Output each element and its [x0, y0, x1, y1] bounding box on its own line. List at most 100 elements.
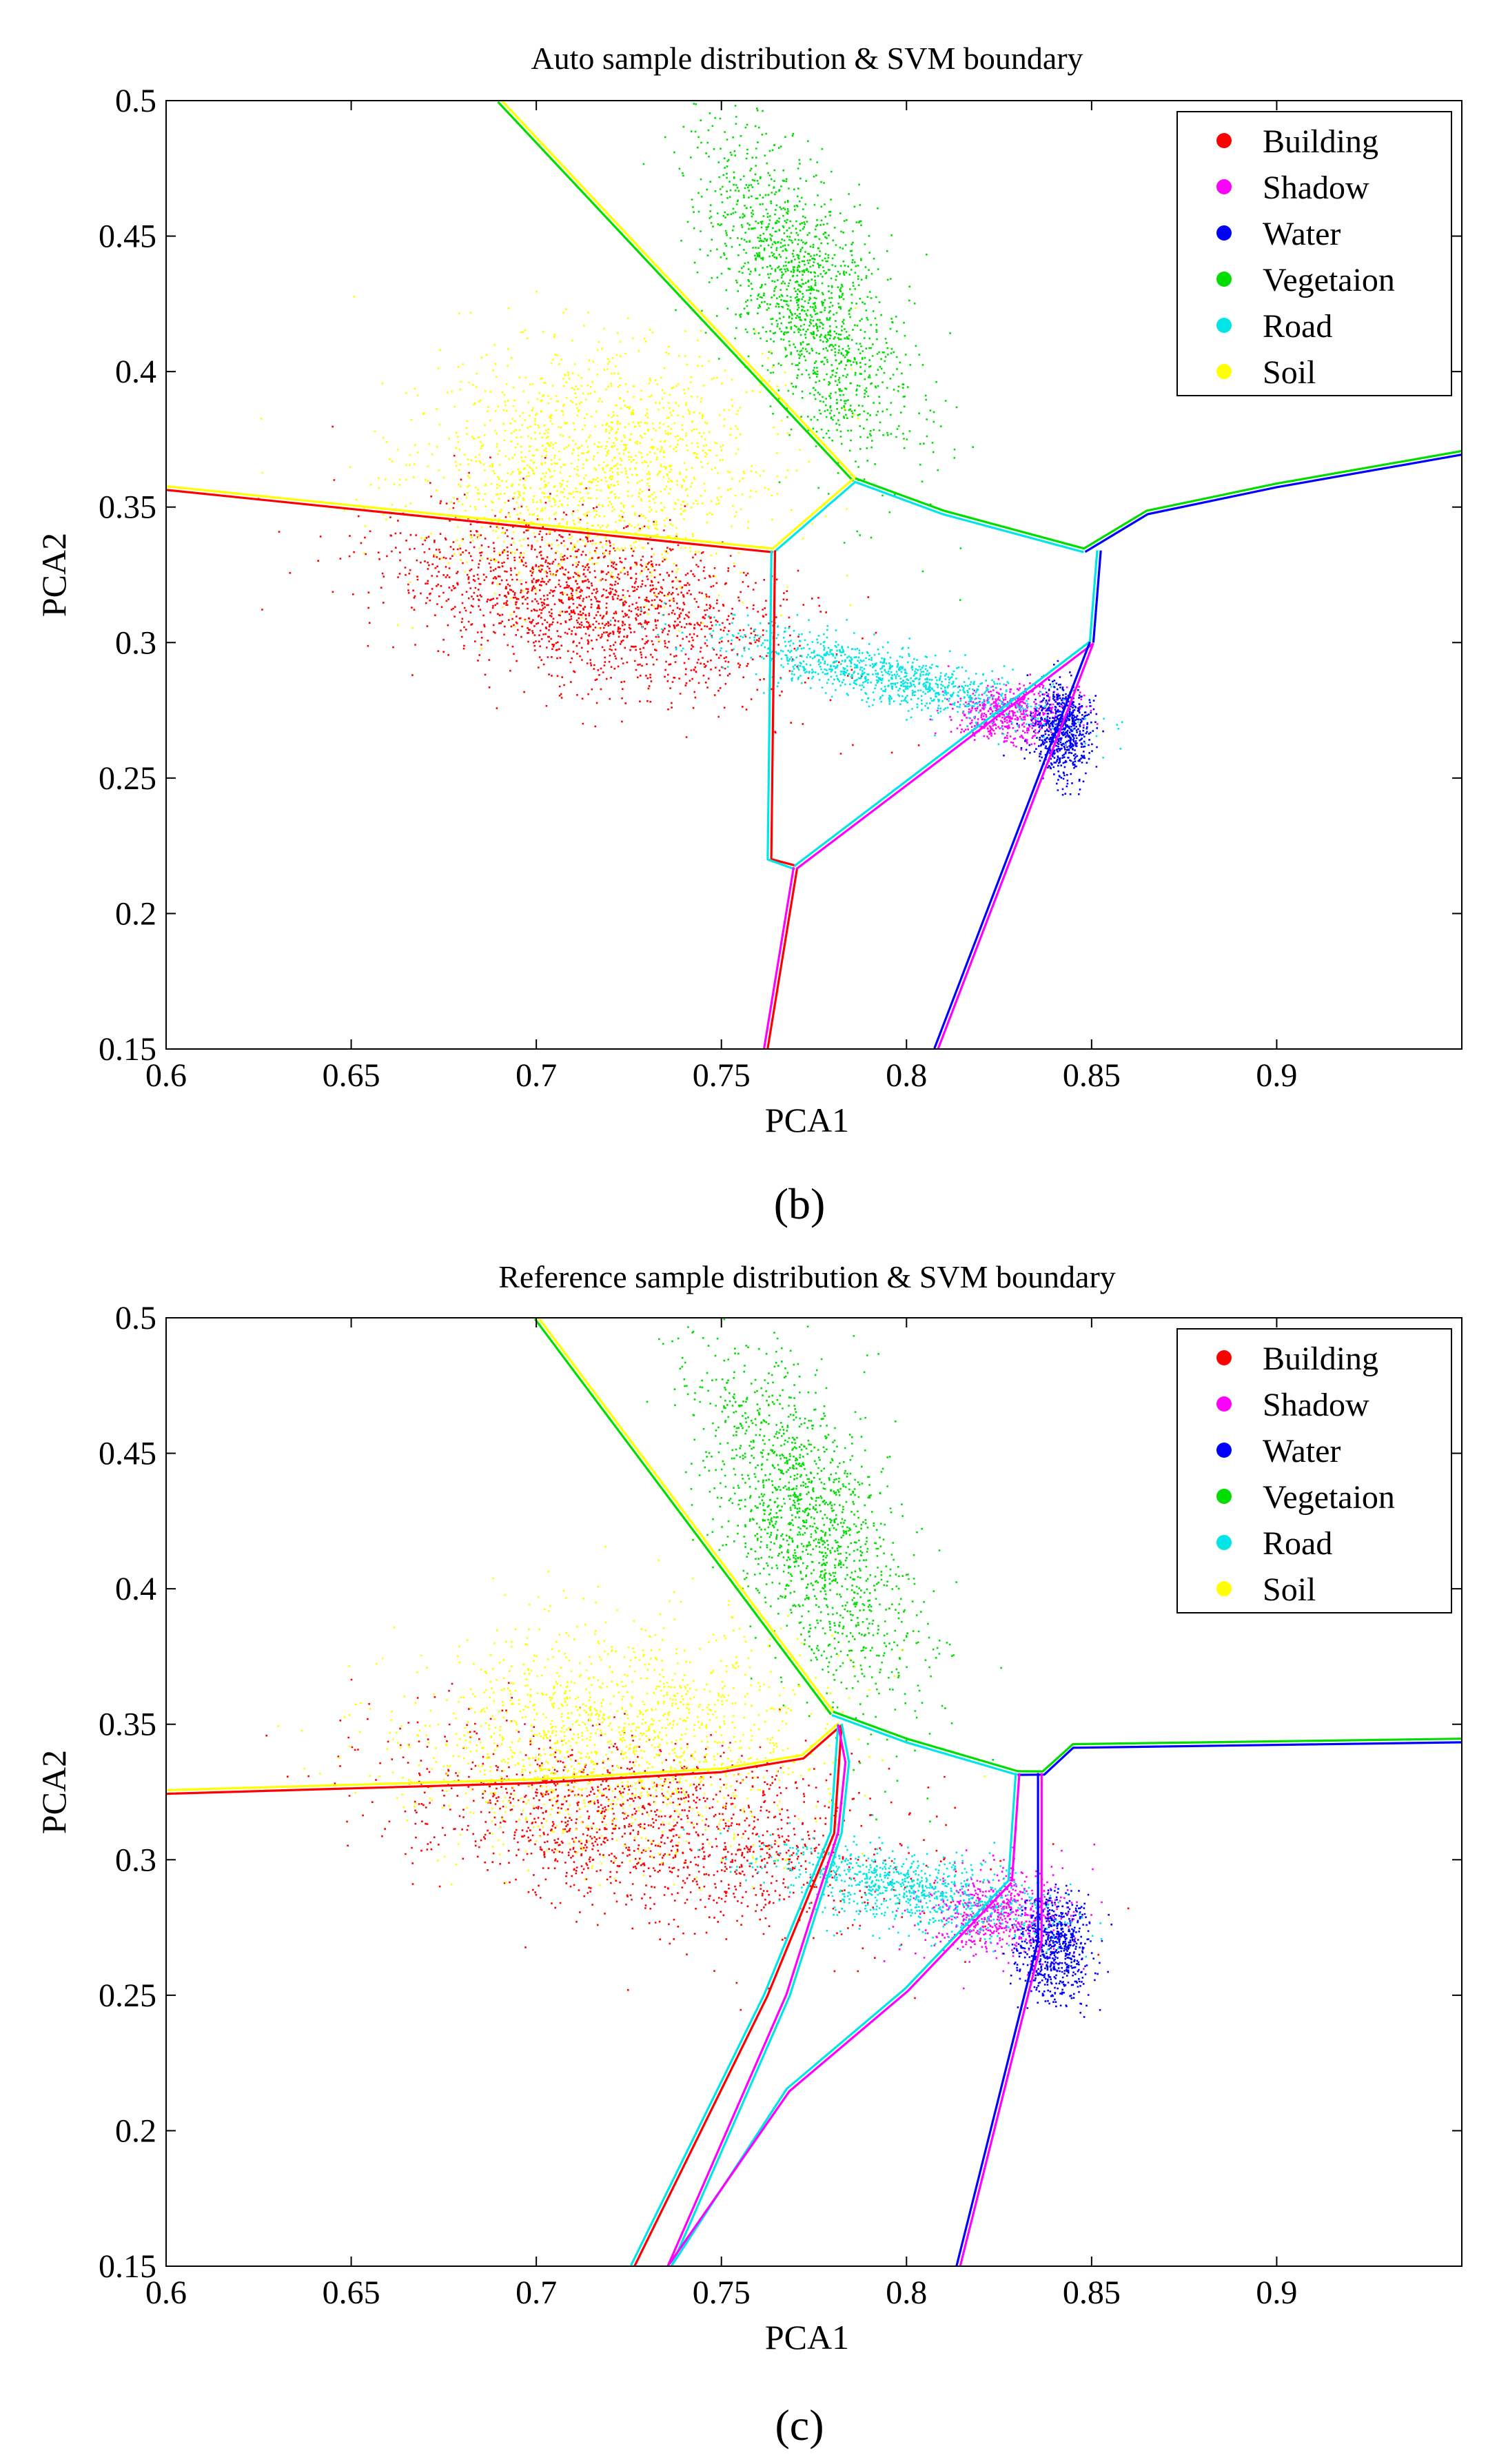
y-tick-label: 0.3 [115, 1842, 156, 1878]
series-points-road [609, 602, 1123, 759]
panel-b-x-label: PCA1 [765, 1101, 849, 1139]
panel-c-caption: (c) [775, 2401, 824, 2450]
y-tick-label: 0.45 [99, 1436, 156, 1472]
y-tick-label: 0.2 [115, 895, 156, 932]
svm-boundary-line [166, 1722, 839, 1791]
series-points-vegetaion [646, 1318, 1002, 1823]
panel-b-caption: (b) [774, 1179, 826, 1228]
svm-boundary-line [833, 1710, 1019, 1773]
y-tick-label: 0.5 [115, 1300, 156, 1336]
legend-label-vegetaion: Vegetaion [1263, 1479, 1395, 1516]
svm-boundary-line [1010, 1773, 1021, 1882]
panel-c-y-label: PCA2 [34, 1750, 73, 1834]
legend-label-vegetaion: Vegetaion [1263, 262, 1395, 298]
svm-boundary-line [1082, 449, 1462, 550]
svm-boundary-line [937, 642, 1094, 1049]
series-points-soil [260, 290, 859, 650]
panel-b-x-ticks: 0.6 0.65 0.7 0.75 0.8 0.85 0.9 [145, 101, 1297, 1094]
legend-marker-vegetaion [1216, 272, 1232, 287]
svm-boundary-line [500, 101, 857, 480]
panel-c-x-ticks: 0.6 0.65 0.7 0.75 0.8 0.85 0.9 [145, 1318, 1297, 2311]
svm-boundary-line [670, 1723, 1010, 2266]
panel-b-legend-box [1176, 111, 1452, 396]
y-tick-label: 0.15 [99, 1031, 156, 1068]
y-tick-label: 0.5 [115, 83, 156, 119]
svm-boundary-line [497, 101, 855, 482]
y-tick-label: 0.25 [99, 1977, 156, 2014]
legend-label-road: Road [1263, 1525, 1332, 1562]
svm-boundary-line [773, 480, 857, 553]
svm-boundary-line [771, 478, 855, 550]
x-tick-label: 0.75 [693, 1057, 751, 1094]
panel-c-title: Reference sample distribution & SVM boun… [498, 1259, 1116, 1294]
svm-boundary-line [1017, 1741, 1462, 1776]
series-points-building [265, 1678, 1130, 2011]
svm-boundary-line [537, 1318, 835, 1713]
y-tick-label: 0.15 [99, 2248, 156, 2285]
svm-boundary-line [533, 1318, 833, 1715]
series-points-road [682, 1814, 1103, 1958]
y-tick-label: 0.35 [99, 489, 156, 526]
svm-boundary-line [166, 1724, 842, 1795]
svm-boundary-line [666, 1724, 1012, 2266]
legend-label-building: Building [1263, 1341, 1378, 1377]
panel-b-points [257, 103, 1123, 797]
svm-boundary-line [1092, 550, 1102, 643]
svm-boundary-line [831, 1713, 1018, 1776]
panel-b-title: Auto sample distribution & SVM boundary [531, 41, 1083, 76]
panel-c-x-label: PCA1 [765, 2318, 849, 2356]
panel-c-legend-items: Building Shadow Water Vegetaion Road Soil [1216, 1341, 1395, 1608]
legend-marker-building [1216, 1350, 1232, 1365]
y-tick-label: 0.3 [115, 624, 156, 661]
legend-label-soil: Soil [1263, 354, 1316, 391]
x-tick-label: 0.8 [886, 2274, 927, 2311]
legend-label-water: Water [1263, 1433, 1341, 1469]
y-tick-label: 0.45 [99, 218, 156, 255]
svm-boundary-line [959, 1773, 1043, 2266]
legend-label-water: Water [1263, 216, 1341, 252]
x-tick-label: 0.9 [1256, 1057, 1297, 1094]
svm-boundary-line [1088, 550, 1099, 643]
series-points-water [1003, 1883, 1112, 2018]
series-points-water [1003, 660, 1104, 797]
legend-marker-shadow [1216, 179, 1232, 194]
legend-label-building: Building [1263, 123, 1378, 160]
panel-c-y-ticks: 0.15 0.2 0.25 0.3 0.35 0.4 0.45 0.5 [99, 1300, 1462, 2285]
legend-label-road: Road [1263, 308, 1332, 345]
series-points-shadow [883, 1843, 1103, 1990]
legend-marker-water [1216, 1443, 1232, 1458]
panel-b-plot-area [166, 101, 1462, 1049]
legend-marker-soil [1216, 1581, 1232, 1596]
svm-boundary-line [633, 1724, 843, 2266]
svm-boundary-line [855, 477, 1086, 550]
legend-marker-vegetaion [1216, 1489, 1232, 1504]
svm-boundary-line [770, 550, 797, 867]
series-points-soil [277, 1545, 986, 1891]
legend-marker-water [1216, 225, 1232, 241]
svm-boundary-line [793, 640, 1092, 867]
y-tick-label: 0.4 [115, 1571, 156, 1607]
panel-b-y-ticks: 0.15 0.2 0.25 0.3 0.35 0.4 0.45 0.5 [99, 83, 1462, 1068]
svm-boundary-line [1017, 1738, 1462, 1773]
x-tick-label: 0.65 [323, 2274, 380, 2311]
x-tick-label: 0.6 [145, 1057, 187, 1094]
panel-c-legend-box [1176, 1328, 1452, 1613]
legend-marker-soil [1216, 364, 1232, 379]
svm-boundary-line [933, 641, 1091, 1049]
panel-c-plot-area [166, 1318, 1462, 2266]
svm-boundary-line [955, 1773, 1039, 2266]
y-tick-label: 0.2 [115, 2112, 156, 2149]
x-tick-label: 0.8 [886, 1057, 927, 1094]
svm-boundary-line [166, 489, 773, 553]
panel-b-y-label: PCA2 [34, 533, 73, 617]
svm-boundary-line [166, 485, 774, 550]
svm-boundary-line [795, 643, 1094, 870]
legend-label-shadow: Shadow [1263, 170, 1369, 206]
y-tick-label: 0.25 [99, 760, 156, 797]
series-points-vegetaion [642, 103, 974, 601]
legend-marker-building [1216, 133, 1232, 148]
panel-b-legend-items: Building Shadow Water Vegetaion Road Soil [1216, 123, 1395, 391]
y-tick-label: 0.4 [115, 354, 156, 390]
legend-label-shadow: Shadow [1263, 1387, 1369, 1423]
